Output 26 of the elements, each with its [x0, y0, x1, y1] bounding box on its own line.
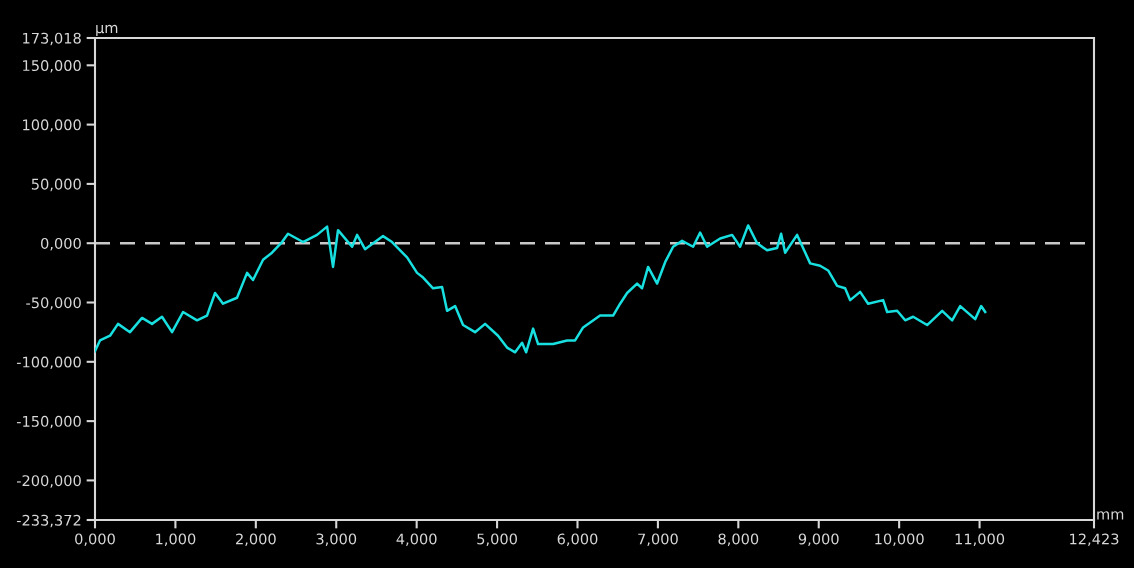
- y-tick-label: -50,000: [26, 297, 81, 310]
- x-tick-label: 2,000: [236, 533, 276, 546]
- y-tick-label: 50,000: [31, 178, 81, 192]
- y-tick-label: -200,000: [16, 475, 81, 488]
- line-series: [95, 224, 987, 354]
- y-tick-label: 173,018: [23, 32, 81, 46]
- y-tick-label: -150,000: [16, 415, 81, 429]
- x-tick-label: 3,000: [316, 533, 357, 546]
- x-tick-label: 4,000: [396, 533, 437, 546]
- x-tick-label: 1,000: [156, 533, 196, 546]
- x-axis-title: mm: [1097, 511, 1124, 520]
- x-tick-label: 10,000: [875, 533, 924, 546]
- x-tick-label: 9,000: [798, 533, 839, 546]
- x-tick-label: 11,000: [955, 533, 1005, 546]
- y-tick-label: -233,372: [16, 514, 81, 528]
- x-tick-label: 7,000: [638, 533, 678, 546]
- x-tick-label: 0,000: [75, 533, 115, 546]
- y-tick-label: 100,000: [23, 119, 81, 132]
- x-tick-label: 6,000: [557, 533, 598, 546]
- y-tick-label: -100,000: [16, 356, 81, 370]
- x-tick-label: 12,423: [1070, 533, 1119, 546]
- y-axis-title: µm: [96, 24, 118, 37]
- y-tick-label: 150,000: [23, 60, 81, 73]
- x-tick-label: 5,000: [477, 533, 517, 546]
- x-tick-label: 8,000: [718, 533, 759, 546]
- y-tick-label: 0,000: [41, 237, 81, 251]
